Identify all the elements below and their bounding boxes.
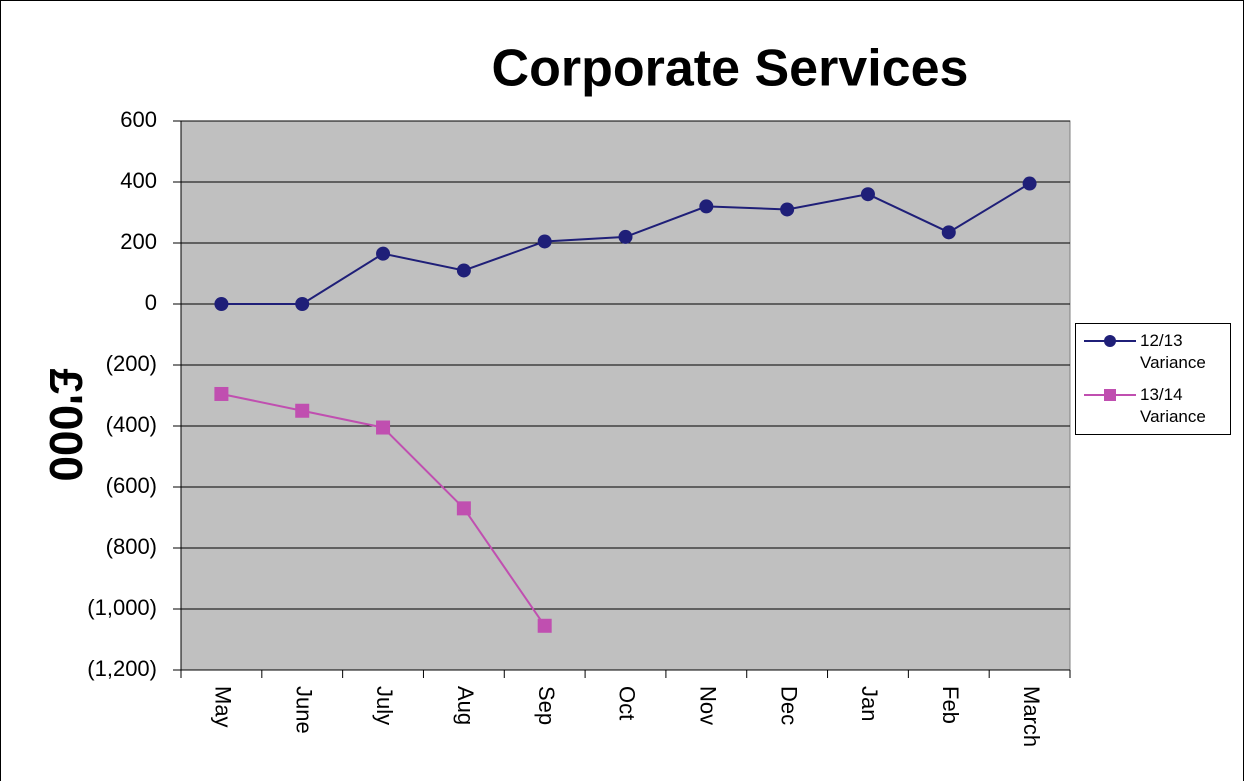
y-tick-label: (1,000) bbox=[87, 595, 157, 620]
marker bbox=[295, 297, 310, 311]
x-tick-label: June bbox=[291, 686, 316, 734]
marker bbox=[376, 420, 391, 435]
plot-area bbox=[180, 120, 1071, 671]
y-tick-label: 0 bbox=[145, 290, 157, 315]
y-tick-label: (600) bbox=[106, 473, 157, 498]
marker bbox=[376, 246, 391, 261]
y-axis-title: £'000 bbox=[40, 368, 92, 481]
marker bbox=[456, 501, 471, 516]
x-tick-label: Feb bbox=[938, 686, 963, 724]
x-tick-label: May bbox=[211, 686, 236, 728]
y-tick-label: (200) bbox=[106, 351, 157, 376]
y-tick-label: (400) bbox=[106, 412, 157, 437]
x-tick-label: Dec bbox=[776, 686, 801, 725]
y-tick-label: (800) bbox=[106, 534, 157, 559]
legend-symbol bbox=[1084, 335, 1136, 347]
marker bbox=[295, 403, 310, 418]
y-tick-label: 600 bbox=[120, 107, 157, 132]
marker bbox=[618, 229, 633, 244]
legend-marker bbox=[1104, 389, 1116, 401]
legend-marker bbox=[1104, 335, 1116, 347]
x-tick-label: Sep bbox=[534, 686, 559, 725]
x-tick-label: July bbox=[372, 686, 397, 725]
legend-label: 13/14 Variance bbox=[1140, 385, 1206, 426]
legend: 12/13 Variance 13/14 Variance bbox=[1075, 323, 1231, 435]
marker bbox=[214, 386, 229, 401]
legend-symbol bbox=[1084, 389, 1136, 401]
marker bbox=[699, 199, 714, 214]
chart-title: Corporate Services bbox=[492, 40, 969, 98]
marker bbox=[214, 297, 229, 311]
y-tick-label: (1,200) bbox=[87, 656, 157, 681]
marker bbox=[860, 187, 875, 202]
x-tick-label: Nov bbox=[696, 686, 721, 725]
x-tick-label: Aug bbox=[453, 686, 478, 725]
marker bbox=[456, 263, 471, 278]
x-tick-label: March bbox=[1019, 686, 1044, 747]
x-tick-label: Jan bbox=[857, 686, 882, 721]
y-tick-label: 200 bbox=[120, 229, 157, 254]
marker bbox=[537, 618, 552, 633]
y-tick-label: 400 bbox=[120, 168, 157, 193]
marker bbox=[1022, 176, 1037, 191]
marker bbox=[537, 234, 552, 249]
legend-label: 12/13 Variance bbox=[1140, 331, 1206, 372]
marker bbox=[780, 202, 795, 217]
x-tick-label: Oct bbox=[615, 686, 640, 720]
marker bbox=[941, 225, 956, 240]
